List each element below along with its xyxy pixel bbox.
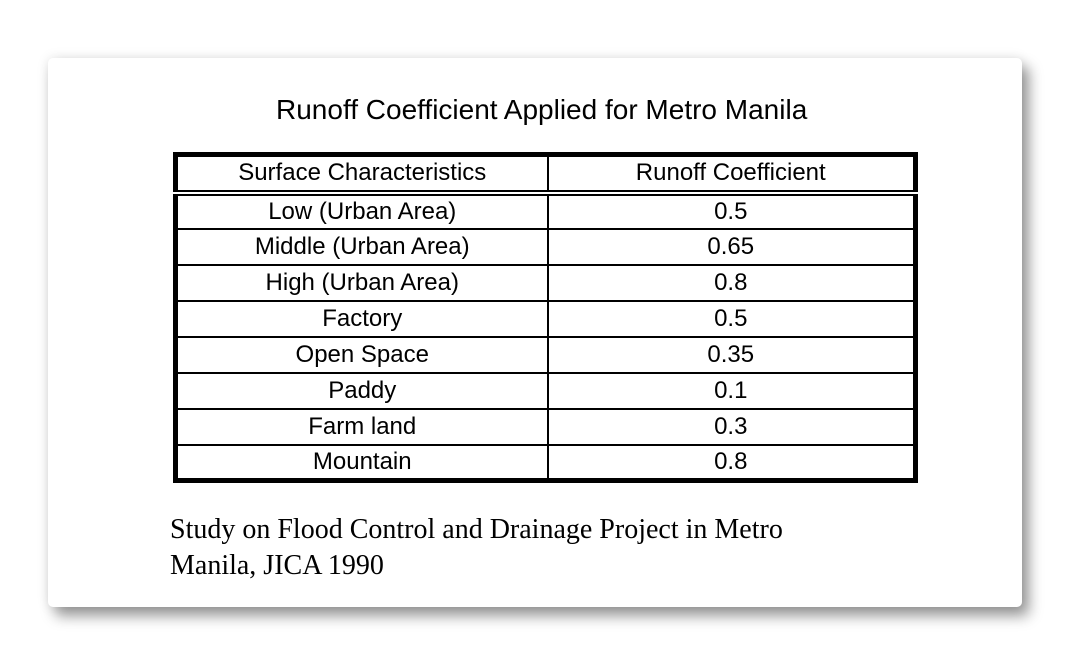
coefficient-cell: 0.65	[547, 227, 916, 265]
column-header-surface-characteristics: Surface Characteristics	[175, 154, 549, 196]
column-header-runoff-coefficient: Runoff Coefficient	[547, 154, 916, 196]
table-row: Paddy 0.1	[175, 371, 916, 409]
surface-cell: High (Urban Area)	[175, 263, 549, 301]
source-note-line-2: Manila, JICA 1990	[170, 550, 384, 581]
table-row: Mountain 0.8	[175, 443, 916, 481]
coefficient-cell: 0.35	[547, 335, 916, 373]
surface-cell: Open Space	[175, 335, 549, 373]
table-row: Farm land 0.3	[175, 407, 916, 445]
table-header-row: Surface Characteristics Runoff Coefficie…	[175, 154, 916, 196]
coefficient-cell: 0.3	[547, 407, 916, 445]
surface-cell: Low (Urban Area)	[175, 191, 549, 229]
runoff-coefficient-table: Surface Characteristics Runoff Coefficie…	[173, 152, 918, 483]
document-title: Runoff Coefficient Applied for Metro Man…	[276, 94, 808, 125]
surface-cell: Mountain	[175, 443, 549, 481]
table-row: Open Space 0.35	[175, 335, 916, 373]
surface-cell: Farm land	[175, 407, 549, 445]
source-note: Study on Flood Control and Drainage Proj…	[170, 512, 783, 584]
coefficient-cell: 0.8	[547, 263, 916, 301]
document-page: Runoff Coefficient Applied for Metro Man…	[48, 58, 1022, 607]
coefficient-cell: 0.5	[547, 299, 916, 337]
table-row: Middle (Urban Area) 0.65	[175, 227, 916, 265]
coefficient-cell: 0.1	[547, 371, 916, 409]
table-row: Low (Urban Area) 0.5	[175, 191, 916, 229]
surface-cell: Factory	[175, 299, 549, 337]
surface-cell: Paddy	[175, 371, 549, 409]
coefficient-cell: 0.8	[547, 443, 916, 481]
coefficient-cell: 0.5	[547, 191, 916, 229]
surface-cell: Middle (Urban Area)	[175, 227, 549, 265]
table-row: High (Urban Area) 0.8	[175, 263, 916, 301]
table-row: Factory 0.5	[175, 299, 916, 337]
source-note-line-1: Study on Flood Control and Drainage Proj…	[170, 514, 783, 545]
